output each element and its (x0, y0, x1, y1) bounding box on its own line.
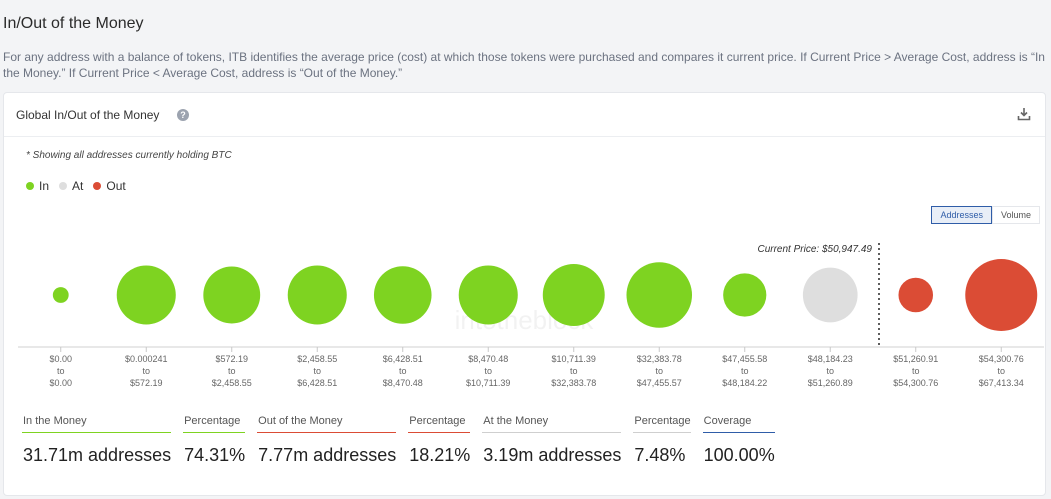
x-tick-label: $47,455.57 (637, 378, 682, 388)
x-tick-label: $0.00 (49, 354, 72, 364)
x-tick-label: $2,458.55 (297, 354, 337, 364)
stat-value: 31.71m addresses (23, 445, 172, 465)
x-tick-label: to (655, 366, 663, 376)
current-price-label: Current Price: $50,947.49 (757, 244, 872, 255)
stat-label: At the Money (482, 415, 622, 433)
stat-label: In the Money (22, 415, 172, 433)
stat-label: Percentage (408, 415, 471, 433)
x-tick-label: to (741, 366, 749, 376)
stat-coverage: Coverage 100.00% (702, 415, 775, 466)
x-tick-label: to (313, 366, 321, 376)
bubble-in (287, 265, 347, 325)
stat-out-percentage: Percentage 18.21% (408, 415, 471, 466)
bubble-in (52, 287, 69, 303)
x-tick-label: $32,383.78 (637, 354, 682, 364)
x-tick-label: $48,184.22 (722, 378, 767, 388)
bubble-in (373, 266, 432, 324)
bubble-in (626, 262, 693, 328)
chart-note: * Showing all addresses currently holdin… (26, 150, 232, 161)
stat-at-the-money: At the Money 3.19m addresses (482, 415, 622, 466)
stat-label: Coverage (702, 415, 775, 433)
stat-in-percentage: Percentage 74.31% (183, 415, 246, 466)
page-description: For any address with a balance of tokens… (3, 50, 1045, 80)
summary-stats: In the Money 31.71m addresses Percentage… (22, 415, 787, 466)
x-tick-label: $32,383.78 (551, 378, 596, 388)
x-tick-label: $10,711.39 (466, 378, 510, 388)
stat-value: 18.21% (409, 445, 471, 465)
legend-dot-at (59, 182, 68, 190)
volume-toggle-button[interactable]: Volume (991, 206, 1040, 224)
chart-legend: In At Out (26, 179, 136, 193)
legend-item-at[interactable]: At (59, 179, 83, 193)
x-tick-label: to (826, 366, 834, 376)
bubble-chart: intotheblock$0.00to$0.00$0.000241to$572.… (18, 243, 1044, 388)
stat-label: Percentage (633, 415, 691, 433)
x-tick-label: $54,300.76 (979, 354, 1024, 364)
x-tick-label: $47,455.58 (722, 354, 767, 364)
in-out-money-card: Global In/Out of the Money ? * Showing a… (3, 92, 1046, 496)
stat-at-percentage: Percentage 7.48% (633, 415, 691, 466)
x-tick-label: to (57, 366, 65, 376)
bubble-out (898, 277, 934, 313)
stat-label: Percentage (183, 415, 246, 433)
metric-toggle: Addresses Volume (931, 206, 1040, 224)
x-tick-label: $67,413.34 (979, 378, 1024, 388)
x-tick-label: to (997, 366, 1005, 376)
stat-in-the-money: In the Money 31.71m addresses (22, 415, 172, 466)
x-tick-label: $6,428.51 (297, 378, 337, 388)
x-tick-label: $0.00 (49, 378, 72, 388)
x-tick-label: to (228, 366, 236, 376)
x-tick-label: $572.19 (130, 378, 163, 388)
legend-dot-out (93, 182, 102, 190)
page-title: In/Out of the Money (3, 15, 144, 32)
x-tick-label: to (484, 366, 492, 376)
stat-label: Out of the Money (257, 415, 397, 433)
stat-value: 7.48% (634, 445, 686, 465)
x-tick-label: $8,470.48 (468, 354, 508, 364)
bubble-at (802, 267, 858, 323)
legend-label-out: Out (106, 179, 126, 193)
addresses-toggle-button[interactable]: Addresses (931, 206, 992, 224)
bubble-in (723, 273, 767, 317)
bubble-in (116, 265, 176, 325)
x-tick-label: $0.000241 (125, 354, 168, 364)
stat-value: 74.31% (184, 445, 246, 465)
x-tick-label: $10,711.39 (552, 354, 596, 364)
legend-dot-in (26, 182, 34, 190)
x-tick-label: $8,470.48 (383, 378, 423, 388)
x-tick-label: $48,184.23 (808, 354, 853, 364)
bubble-out (965, 259, 1038, 331)
x-tick-label: to (570, 366, 578, 376)
legend-label-at: At (72, 179, 84, 193)
download-icon[interactable] (1017, 107, 1031, 121)
stat-value: 3.19m addresses (483, 445, 622, 465)
x-tick-label: $572.19 (215, 354, 248, 364)
x-tick-label: $2,458.55 (212, 378, 252, 388)
bubble-in (458, 265, 518, 325)
help-icon[interactable]: ? (177, 109, 189, 121)
x-tick-label: $51,260.91 (893, 354, 938, 364)
legend-label-in: In (39, 179, 50, 193)
card-header: Global In/Out of the Money ? (4, 93, 1045, 137)
legend-item-in[interactable]: In (26, 179, 49, 193)
stat-value: 7.77m addresses (258, 445, 397, 465)
bubble-in (203, 266, 261, 324)
x-tick-label: $6,428.51 (383, 354, 423, 364)
bubble-in (542, 264, 605, 326)
x-tick-label: $54,300.76 (893, 378, 938, 388)
stat-value: 100.00% (703, 445, 775, 465)
x-tick-label: to (142, 366, 150, 376)
legend-item-out[interactable]: Out (93, 179, 126, 193)
x-tick-label: to (399, 366, 407, 376)
stat-out-of-the-money: Out of the Money 7.77m addresses (257, 415, 397, 466)
card-title: Global In/Out of the Money (16, 108, 160, 122)
x-tick-label: $51,260.89 (808, 378, 853, 388)
x-tick-label: to (912, 366, 920, 376)
